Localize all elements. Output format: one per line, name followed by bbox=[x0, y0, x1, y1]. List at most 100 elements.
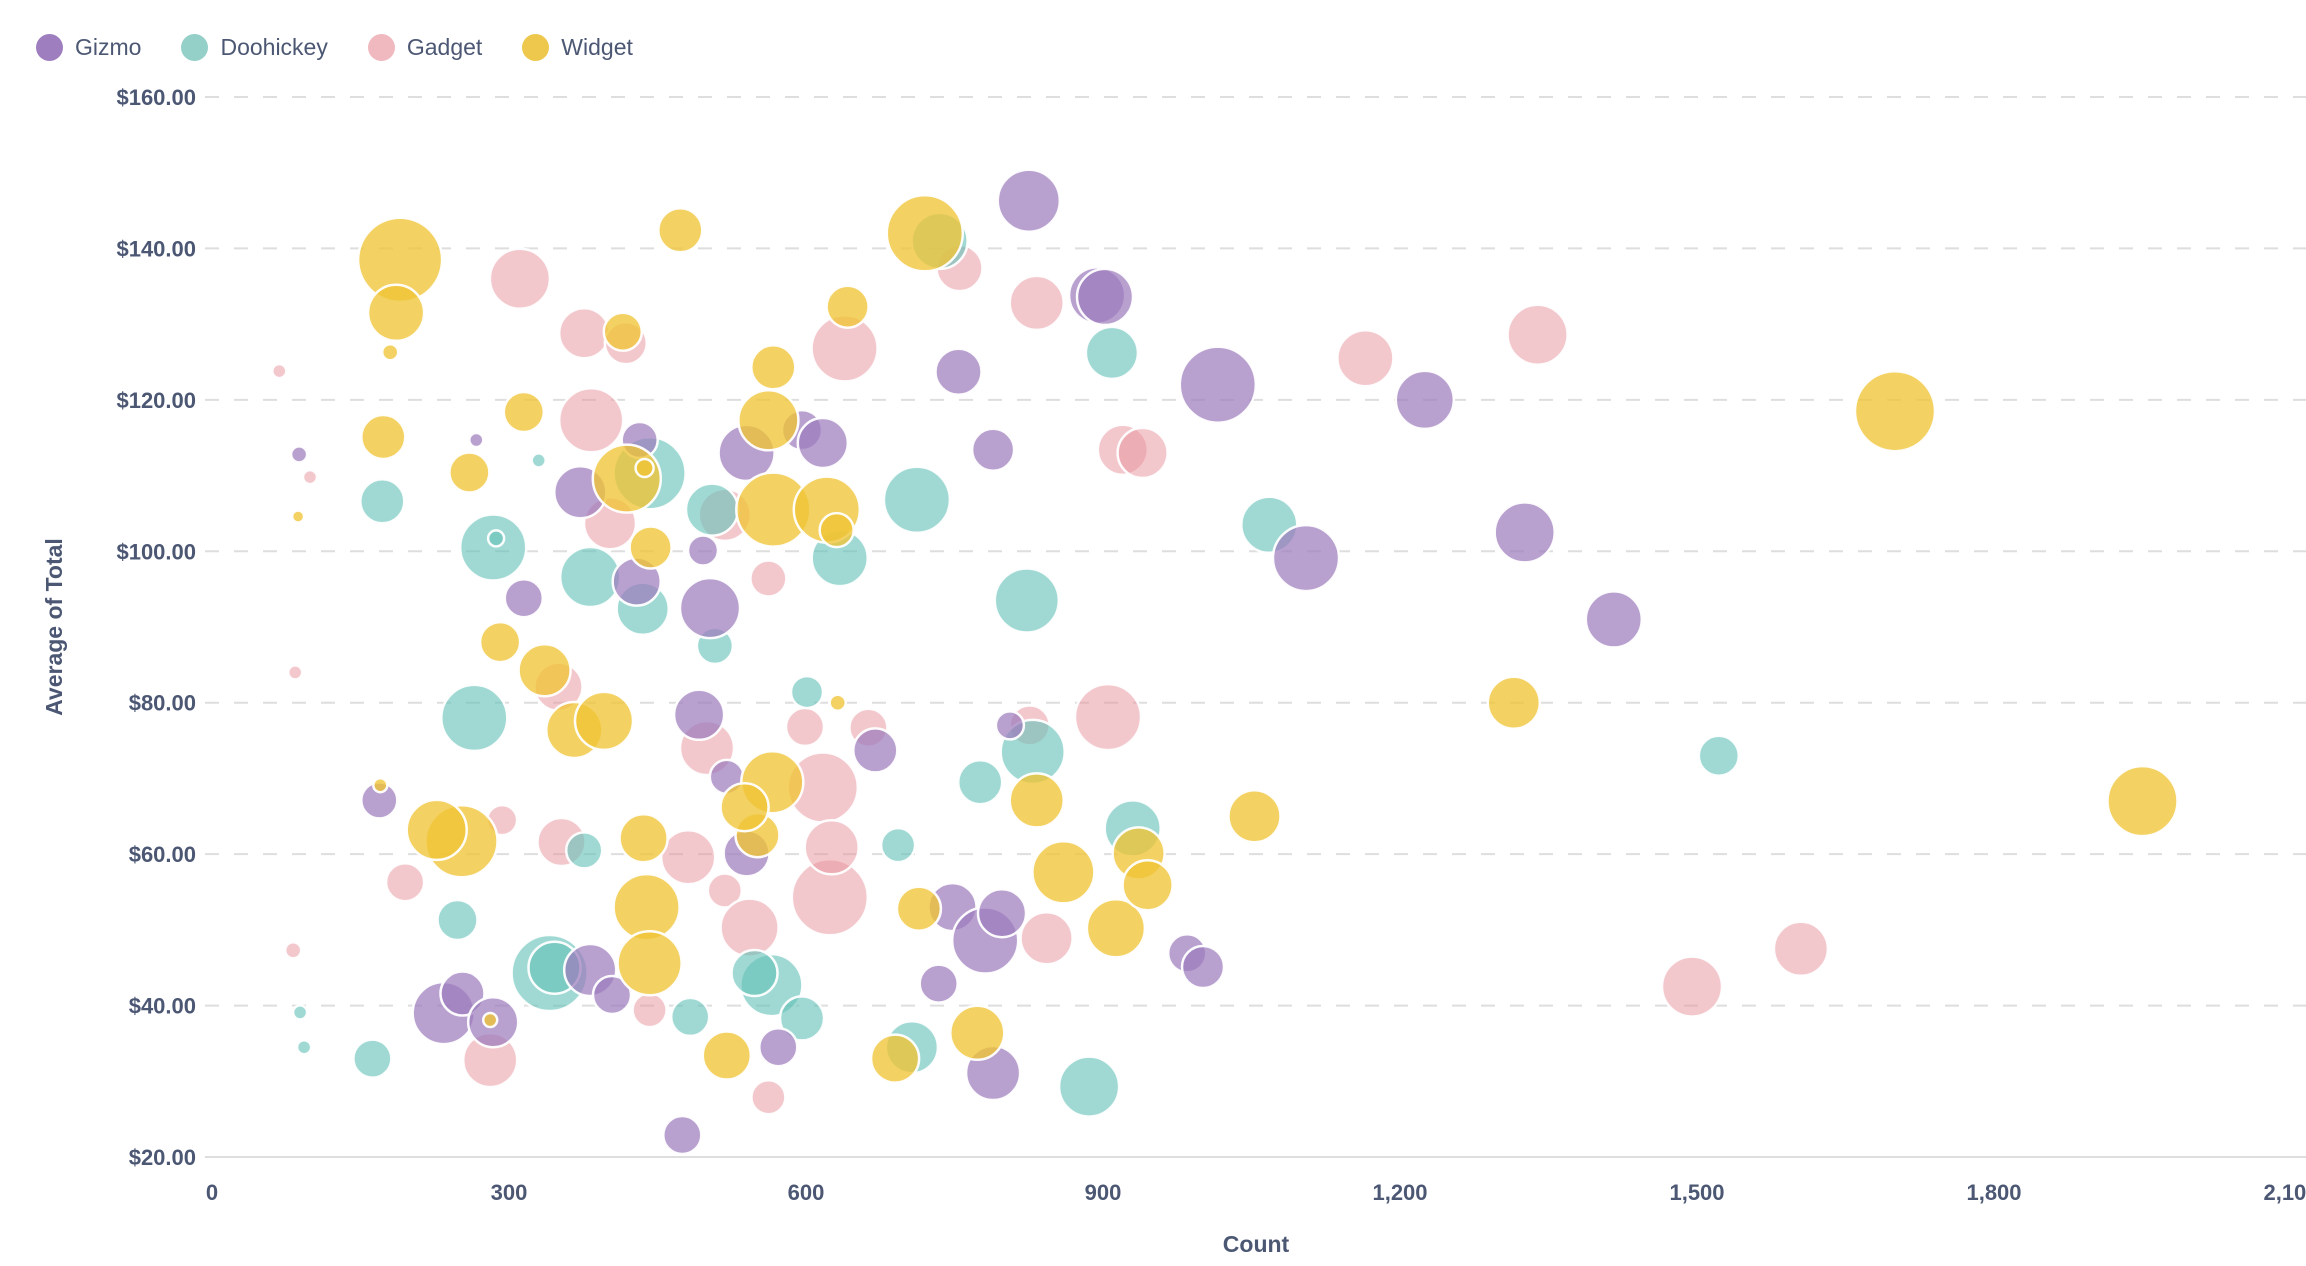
bubble[interactable] bbox=[290, 509, 306, 524]
bubble[interactable] bbox=[1493, 501, 1556, 564]
bubble[interactable] bbox=[1486, 675, 1542, 730]
bubble[interactable] bbox=[825, 284, 870, 329]
bubble[interactable] bbox=[719, 781, 770, 833]
bubble[interactable] bbox=[1584, 590, 1644, 649]
bubble[interactable] bbox=[895, 885, 943, 932]
bubble[interactable] bbox=[384, 861, 426, 903]
bubble[interactable] bbox=[301, 468, 319, 486]
bubble[interactable] bbox=[659, 828, 717, 886]
bubble[interactable] bbox=[669, 996, 711, 1038]
bubble[interactable] bbox=[789, 674, 825, 710]
bubble[interactable] bbox=[503, 577, 545, 619]
bubble[interactable] bbox=[1394, 369, 1456, 431]
bubble[interactable] bbox=[352, 1038, 393, 1079]
bubble[interactable] bbox=[631, 991, 668, 1029]
bubble[interactable] bbox=[750, 344, 797, 391]
bubble[interactable] bbox=[701, 1030, 753, 1081]
bubble[interactable] bbox=[885, 194, 965, 273]
legend-item-doohickey[interactable]: Doohickey bbox=[181, 34, 328, 61]
bubble[interactable] bbox=[295, 1038, 313, 1056]
bubble[interactable] bbox=[706, 872, 744, 909]
bubble[interactable] bbox=[976, 887, 1028, 939]
bubble[interactable] bbox=[719, 897, 780, 958]
bubble[interactable] bbox=[662, 1114, 703, 1156]
bubble[interactable] bbox=[949, 1004, 1006, 1062]
bubble[interactable] bbox=[591, 974, 633, 1016]
bubble[interactable] bbox=[918, 963, 959, 1004]
bubble[interactable] bbox=[828, 693, 847, 712]
bubble[interactable] bbox=[1660, 955, 1724, 1018]
bubble[interactable] bbox=[784, 706, 826, 748]
bubble[interactable] bbox=[440, 683, 509, 753]
bubble[interactable] bbox=[591, 443, 663, 514]
bubble[interactable] bbox=[803, 819, 860, 876]
bubble[interactable] bbox=[557, 306, 611, 360]
bubble[interactable] bbox=[749, 559, 788, 598]
bubble[interactable] bbox=[1506, 303, 1569, 366]
bubble[interactable] bbox=[1178, 345, 1258, 424]
bubble[interactable] bbox=[283, 941, 303, 960]
bubble[interactable] bbox=[436, 898, 479, 942]
bubble[interactable] bbox=[869, 1033, 921, 1084]
bubble[interactable] bbox=[956, 758, 1004, 806]
bubble[interactable] bbox=[1085, 898, 1147, 959]
bubble[interactable] bbox=[1073, 682, 1143, 752]
bubble[interactable] bbox=[1116, 426, 1169, 480]
bubble[interactable] bbox=[558, 545, 622, 609]
bubble[interactable] bbox=[1697, 734, 1741, 777]
bubble[interactable] bbox=[1227, 789, 1282, 844]
bubble[interactable] bbox=[730, 948, 779, 998]
bubble[interactable] bbox=[573, 690, 635, 752]
legend-item-widget[interactable]: Widget bbox=[522, 34, 633, 61]
bubble[interactable] bbox=[672, 688, 726, 742]
bubble[interactable] bbox=[502, 390, 546, 434]
bubble[interactable] bbox=[286, 664, 304, 681]
bubble[interactable] bbox=[372, 776, 389, 794]
bubble[interactable] bbox=[778, 995, 826, 1042]
bubble[interactable] bbox=[557, 387, 625, 454]
bubble[interactable] bbox=[448, 451, 491, 494]
bubble[interactable] bbox=[970, 427, 1016, 473]
bubble[interactable] bbox=[271, 362, 288, 380]
bubble[interactable] bbox=[380, 342, 400, 362]
bubble[interactable] bbox=[1008, 772, 1065, 829]
bubble[interactable] bbox=[934, 347, 983, 397]
bubble[interactable] bbox=[405, 798, 468, 862]
bubble[interactable] bbox=[439, 970, 486, 1017]
bubble[interactable] bbox=[758, 1026, 799, 1068]
bubble[interactable] bbox=[1336, 328, 1395, 388]
bubble[interactable] bbox=[993, 567, 1061, 634]
bubble[interactable] bbox=[750, 1078, 787, 1116]
bubble[interactable] bbox=[1075, 267, 1135, 327]
bubble[interactable] bbox=[458, 513, 528, 582]
legend-item-gizmo[interactable]: Gizmo bbox=[36, 34, 141, 61]
bubble[interactable] bbox=[488, 247, 552, 310]
bubble[interactable] bbox=[564, 831, 604, 870]
bubble[interactable] bbox=[618, 812, 669, 864]
bubble[interactable] bbox=[1019, 910, 1074, 966]
bubble[interactable] bbox=[530, 452, 547, 469]
bubble[interactable] bbox=[366, 283, 426, 343]
bubble[interactable] bbox=[1121, 858, 1174, 912]
bubble[interactable] bbox=[684, 482, 740, 537]
bubble[interactable] bbox=[996, 168, 1062, 233]
bubble[interactable] bbox=[879, 826, 917, 864]
bubble[interactable] bbox=[686, 534, 720, 567]
bubble[interactable] bbox=[852, 727, 899, 774]
bubble[interactable] bbox=[1853, 369, 1937, 453]
legend-item-gadget[interactable]: Gadget bbox=[367, 34, 482, 61]
bubble[interactable] bbox=[1031, 840, 1096, 905]
bubble[interactable] bbox=[1271, 523, 1341, 593]
bubble[interactable] bbox=[291, 1004, 309, 1021]
bubble[interactable] bbox=[737, 389, 800, 452]
bubble[interactable] bbox=[1008, 274, 1065, 332]
bubble[interactable] bbox=[796, 416, 850, 470]
bubble[interactable] bbox=[657, 207, 704, 254]
bubble[interactable] bbox=[882, 465, 952, 535]
bubble[interactable] bbox=[602, 311, 644, 352]
bubble[interactable] bbox=[2106, 764, 2179, 838]
bubble[interactable] bbox=[289, 445, 309, 464]
bubble[interactable] bbox=[634, 457, 655, 479]
bubble[interactable] bbox=[1084, 325, 1140, 381]
bubble[interactable] bbox=[1057, 1055, 1121, 1118]
